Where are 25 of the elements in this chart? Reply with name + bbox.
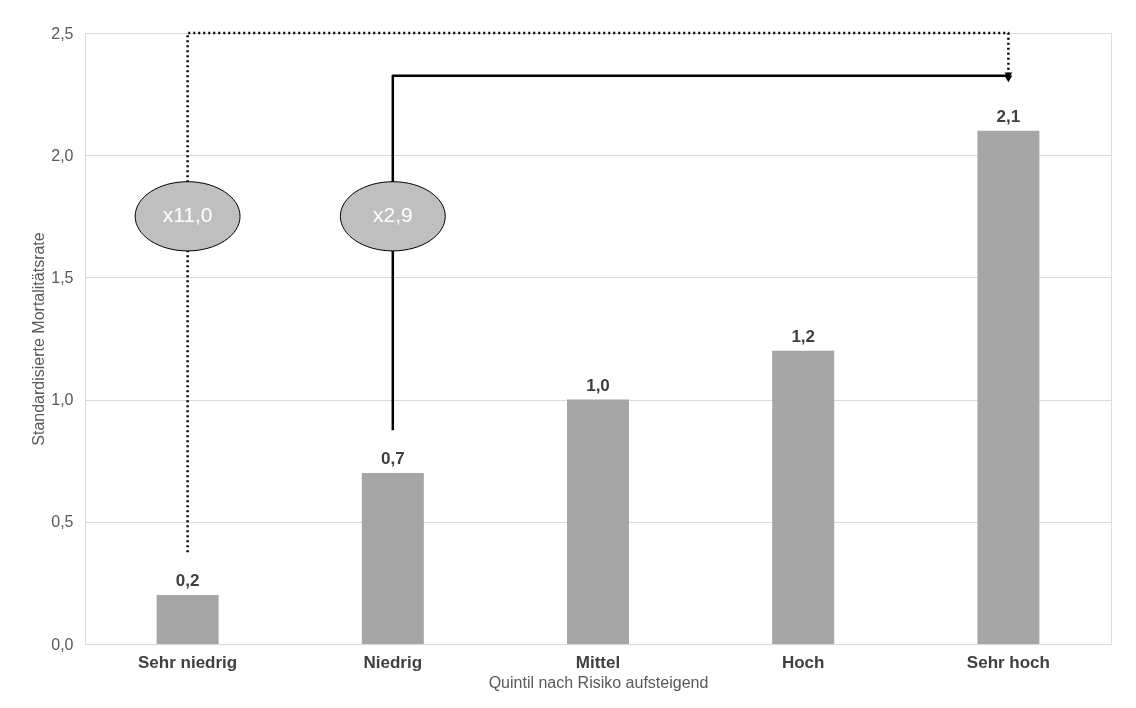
bar <box>977 130 1040 644</box>
x-axis-title: Quintil nach Risiko aufsteigend <box>488 673 709 691</box>
bar <box>567 399 629 644</box>
y-tick-label: 0,5 <box>51 513 74 531</box>
x-tick-label: Mittel <box>575 652 621 672</box>
bar <box>156 595 219 644</box>
x-tick-label: Hoch <box>781 652 825 672</box>
y-tick-label: 2,0 <box>51 146 74 164</box>
data-label: 0,2 <box>175 571 200 591</box>
bar <box>772 350 835 644</box>
x-tick-label: Sehr hoch <box>966 652 1050 672</box>
x-tick-label: Niedrig <box>363 652 423 672</box>
data-label: 1,2 <box>791 326 816 346</box>
x-tick-label: Sehr niedrig <box>138 652 238 672</box>
y-tick-label: 2,5 <box>51 24 74 42</box>
annotation: x11,0 <box>162 203 213 227</box>
y-tick-label: 0,0 <box>51 635 74 653</box>
annotation: x2,9 <box>372 203 413 227</box>
y-tick-label: 1,5 <box>51 268 74 286</box>
data-label: 1,0 <box>586 375 610 395</box>
y-tick-label: 1,0 <box>51 391 74 409</box>
data-label: 0,7 <box>380 448 405 468</box>
y-axis-title: Standardisierte Mortalitätsrate <box>30 232 48 446</box>
bar <box>361 472 424 644</box>
data-label: 2,1 <box>996 106 1021 126</box>
